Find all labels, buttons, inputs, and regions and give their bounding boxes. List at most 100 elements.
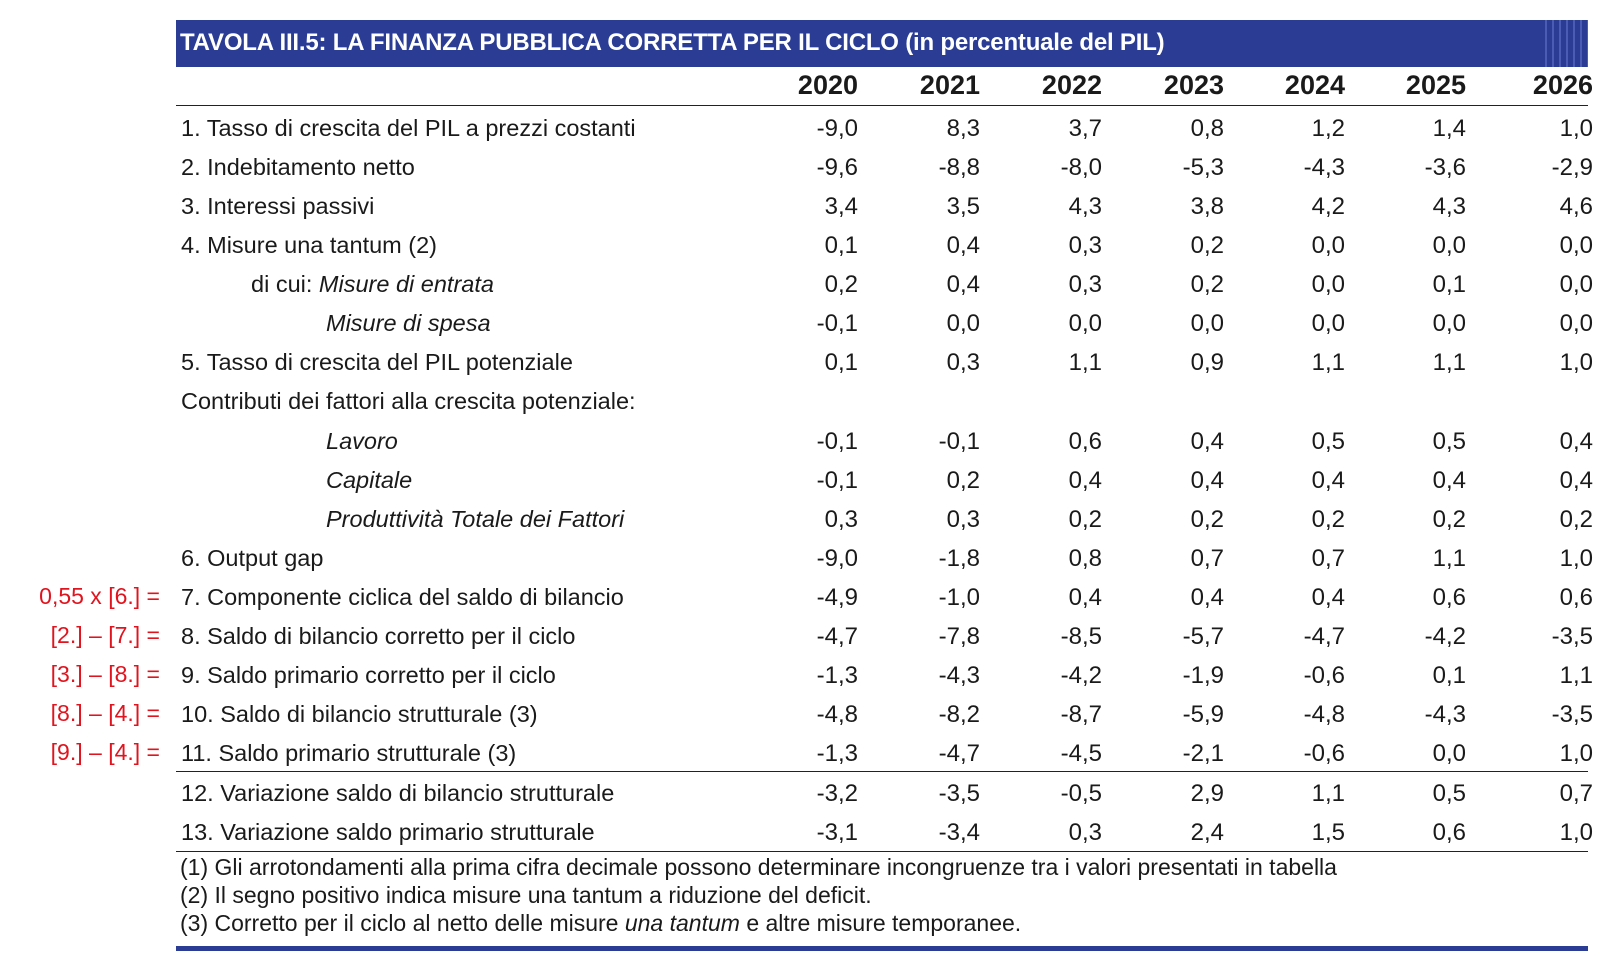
table-cell: -0,1 [938, 428, 980, 455]
table-row: 4. Misure una tantum (2) 0,1 0,4 0,3 0,2 0,0 0… [0, 228, 1600, 267]
table-cell: 8,3 [946, 115, 980, 142]
row-label: 2. Indebitamento netto [181, 154, 415, 181]
row-label: 12. Variazione saldo di bilancio struttu… [181, 780, 614, 807]
table-cell: 0,7 [1559, 780, 1593, 807]
row-label: 10. Saldo di bilancio strutturale (3) [181, 701, 538, 728]
footnote-text: e altre misure temporanee. [739, 910, 1022, 936]
table-cell: -4,9 [816, 584, 858, 611]
table-cell: -9,0 [816, 115, 858, 142]
footnote-text: (3) Corretto per il ciclo al netto delle… [180, 910, 625, 936]
table-cell: 0,3 [946, 349, 980, 376]
table-cell: 1,1 [1311, 349, 1345, 376]
table-cell: 2,9 [1190, 780, 1224, 807]
table-cell: -2,9 [1551, 154, 1593, 181]
table-cell: 2,4 [1190, 819, 1224, 846]
table-cell: 0,2 [1559, 506, 1593, 533]
footnote-text: (1) Gli arrotondamenti alla prima cifra … [180, 854, 1337, 880]
table-row: [3.] – [8.] = 9. Saldo primario corretto … [0, 658, 1600, 697]
year-header: 2022 [1041, 70, 1102, 100]
table-cell: -3,1 [816, 819, 858, 846]
row-label: Contributi dei fattori alla crescita pot… [181, 388, 636, 415]
table-cell: -8,0 [1060, 154, 1102, 181]
table-cell: 0,5 [1432, 428, 1466, 455]
table-cell: 0,5 [1311, 428, 1345, 455]
footnote-text: (2) Il segno positivo indica misure una … [180, 882, 872, 908]
table-cell: 0,2 [1068, 506, 1102, 533]
table-row: 2. Indebitamento netto -9,6 -8,8 -8,0 -5,3 -4… [0, 150, 1600, 189]
row-label-text: 8. Saldo di bilancio corretto per il cic… [181, 623, 576, 649]
table-row: 13. Variazione saldo primario struttural… [0, 815, 1600, 854]
row-formula: [3.] – [8.] = [50, 661, 160, 687]
table-cell: 0,8 [1068, 545, 1102, 572]
row-label-text: 2. Indebitamento netto [181, 154, 415, 180]
table-row: 1. Tasso di crescita del PIL a prezzi co… [0, 111, 1600, 150]
table-cell: 0,3 [946, 506, 980, 533]
table-cell: 0,2 [1190, 506, 1224, 533]
table-cell: 1,4 [1432, 115, 1466, 142]
table-cell: -4,5 [1060, 740, 1102, 767]
table-row: Misure di spesa -0,1 0,0 0,0 0,0 0,0 0,0 0,0 [0, 306, 1600, 345]
row-label-text: 12. Variazione saldo di bilancio struttu… [181, 780, 615, 806]
row-label: 3. Interessi passivi [181, 193, 374, 220]
table-cell: -3,6 [1424, 154, 1466, 181]
table-cell: -5,3 [1182, 154, 1224, 181]
header-divider [176, 105, 1588, 106]
year-header: 2025 [1405, 70, 1466, 100]
year-header: 2023 [1163, 70, 1224, 100]
row-label: Lavoro [326, 428, 398, 455]
bottom-rule [176, 946, 1588, 951]
table-cell: 0,1 [1432, 662, 1466, 689]
table-cell: -0,1 [816, 428, 858, 455]
table-cell: -4,3 [938, 662, 980, 689]
row-label: 13. Variazione saldo primario struttural… [181, 819, 595, 846]
table-cell: -3,5 [1551, 701, 1593, 728]
table-cell: -2,1 [1182, 740, 1224, 767]
row-label-text: di cui: [251, 271, 319, 297]
table-cell: -0,6 [1303, 662, 1345, 689]
table-cell: 0,2 [1432, 506, 1466, 533]
table-cell: 1,2 [1311, 115, 1345, 142]
table-cell: 3,4 [824, 193, 858, 220]
table-cell: -1,8 [938, 545, 980, 572]
row-label: 7. Componente ciclica del saldo di bilan… [181, 584, 624, 611]
table-cell: 0,5 [1432, 780, 1466, 807]
table-row: Contributi dei fattori alla crescita pot… [0, 384, 1600, 423]
table-cell: 0,4 [1311, 584, 1345, 611]
row-label: 4. Misure una tantum (2) [181, 232, 437, 259]
table-row: [9.] – [4.] = 11. Saldo primario struttur… [0, 736, 1600, 775]
row-label: 9. Saldo primario corretto per il ciclo [181, 662, 556, 689]
table-cell: 0,0 [1432, 310, 1466, 337]
footnote: (1) Gli arrotondamenti alla prima cifra … [180, 854, 1337, 881]
year-header: 2024 [1284, 70, 1345, 100]
title-decoration [1540, 20, 1588, 67]
table-cell: -8,8 [938, 154, 980, 181]
table-cell: 0,0 [1068, 310, 1102, 337]
row-label-text: 7. Componente ciclica del saldo di bilan… [181, 584, 624, 610]
table-cell: 0,0 [1311, 232, 1345, 259]
row-label-text: 13. Variazione saldo primario struttural… [181, 819, 595, 845]
table-cell: -3,5 [938, 780, 980, 807]
table-cell: 0,4 [1068, 584, 1102, 611]
table-cell: -8,7 [1060, 701, 1102, 728]
table-cell: 1,0 [1559, 740, 1593, 767]
row-label: 5. Tasso di crescita del PIL potenziale [181, 349, 573, 376]
row-label-text: 9. Saldo primario corretto per il ciclo [181, 662, 556, 688]
row-formula: 0,55 x [6.] = [39, 583, 160, 609]
row-label-text: 1. Tasso di crescita del PIL a prezzi co… [181, 115, 636, 141]
year-header: 2026 [1532, 70, 1593, 100]
row-label: 8. Saldo di bilancio corretto per il cic… [181, 623, 575, 650]
row-label-text: 6. Output gap [181, 545, 324, 571]
row-label-italic: Lavoro [326, 428, 398, 454]
table-cell: 0,2 [824, 271, 858, 298]
table-cell: 4,3 [1432, 193, 1466, 220]
table-cell: -4,3 [1303, 154, 1345, 181]
row-formula: [9.] – [4.] = [50, 739, 160, 765]
table-cell: -4,8 [1303, 701, 1345, 728]
table-cell: -4,7 [938, 740, 980, 767]
table-cell: -8,2 [938, 701, 980, 728]
table-cell: 0,4 [1559, 467, 1593, 494]
table-cell: 0,0 [1432, 740, 1466, 767]
table-cell: 1,0 [1559, 819, 1593, 846]
table-cell: 0,1 [1432, 271, 1466, 298]
table-cell: 0,4 [1432, 467, 1466, 494]
